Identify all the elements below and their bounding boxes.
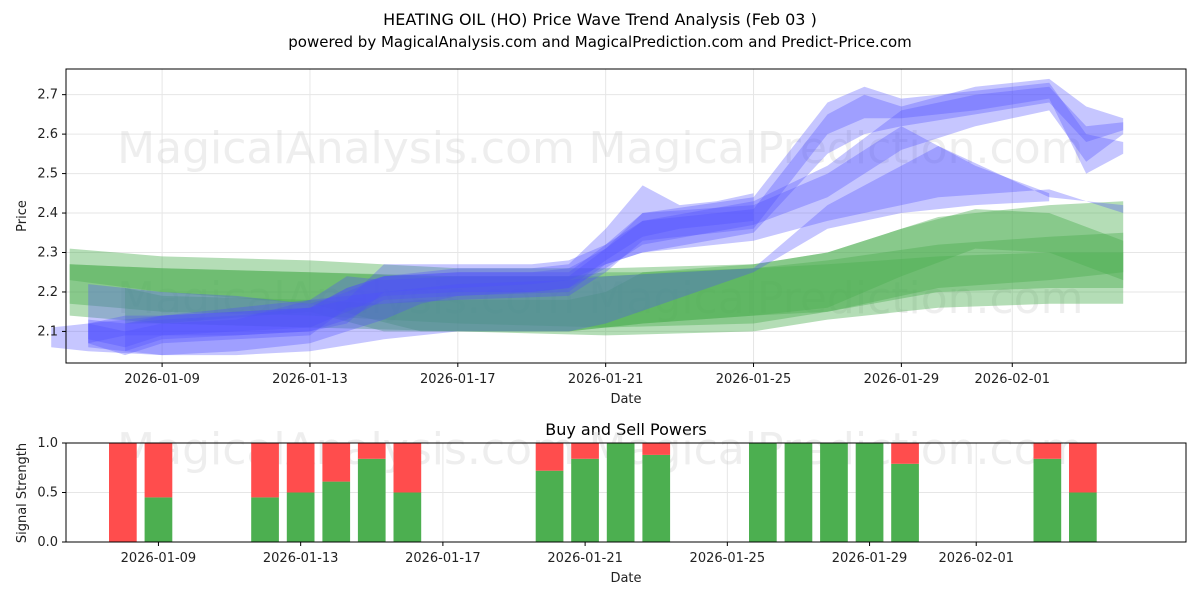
blue-band-1 [88, 78, 1124, 348]
price-x-tick-label: 2026-01-21 [568, 372, 644, 387]
price-y-tick-label: 2.6 [37, 127, 58, 142]
signal-x-label: Date [610, 571, 641, 586]
green-bands [69, 201, 1124, 336]
signal-x-tick-label: 2026-01-17 [405, 551, 481, 566]
buy-bar [322, 481, 351, 542]
blue-bands [51, 78, 1124, 356]
chart-subtitle: powered by MagicalAnalysis.com and Magic… [288, 33, 912, 51]
buy-bar [251, 497, 279, 542]
blue-band-4 [51, 146, 1050, 356]
signal-y-tick-label: 1.0 [37, 436, 58, 451]
price-y-tick-label: 2.7 [37, 88, 58, 103]
blue-band-3 [88, 185, 754, 356]
chart-title: HEATING OIL (HO) Price Wave Trend Analys… [383, 10, 817, 29]
buy-bar [784, 443, 813, 542]
buy-bar [855, 443, 884, 542]
sell-bar [571, 443, 599, 459]
blue-band-5 [125, 126, 1124, 352]
signal-x-tick-label: 2026-02-01 [938, 551, 1014, 566]
price-plot-background [66, 69, 1186, 363]
green-band-2 [69, 232, 1124, 328]
signal-x-tick-label: 2026-01-29 [832, 551, 908, 566]
buy-bar [1069, 492, 1097, 542]
signal-y-label: Signal Strength [15, 443, 30, 543]
signal-bars [109, 443, 1097, 542]
sell-bar [109, 443, 137, 542]
sell-bar [535, 443, 564, 471]
buy-bar [606, 443, 635, 542]
sell-bar [357, 443, 386, 459]
buy-bar [749, 443, 777, 542]
sell-bar [1069, 443, 1097, 493]
buy-bar [357, 458, 386, 542]
sell-bar [891, 443, 919, 464]
signal-x-tick-label: 2026-01-25 [690, 551, 766, 566]
sell-bar [251, 443, 279, 498]
price-x-tick-label: 2026-01-09 [124, 372, 200, 387]
buy-bar [571, 458, 599, 542]
price-grid [66, 69, 1186, 363]
price-x-label: Date [610, 392, 641, 407]
sell-bar [642, 443, 671, 455]
price-x-tick-label: 2026-02-01 [974, 372, 1050, 387]
price-x-tick-label: 2026-01-29 [864, 372, 940, 387]
buy-bar [1033, 458, 1062, 542]
signal-axes: 2026-01-09 2026-01-13 2026-01-17 2026-01-21… [37, 436, 1014, 566]
watermark-prediction-middle: MagicalPrediction.com [589, 273, 1084, 324]
watermark-analysis-top: MagicalAnalysis.com [117, 123, 575, 174]
price-y-tick-label: 2.5 [37, 167, 58, 182]
green-band-4 [125, 209, 1124, 332]
price-y-tick-label: 2.1 [37, 324, 58, 339]
price-y-tick-label: 2.2 [37, 285, 58, 300]
price-x-tick-label: 2026-01-17 [420, 372, 496, 387]
sell-bar [286, 443, 315, 493]
sell-bar [144, 443, 173, 498]
signal-x-tick-label: 2026-01-13 [263, 551, 339, 566]
signal-title: Buy and Sell Powers [545, 420, 707, 439]
buy-bar [535, 470, 564, 542]
price-y-tick-label: 2.3 [37, 246, 58, 261]
price-x-tick-label: 2026-01-25 [716, 372, 792, 387]
blue-band-6 [88, 86, 1124, 344]
buy-bar [820, 443, 848, 542]
signal-y-tick-label: 0.5 [37, 486, 58, 501]
buy-bar [642, 454, 671, 542]
green-band-3 [69, 252, 1124, 332]
buy-bar [286, 492, 315, 542]
signal-x-tick-label: 2026-01-09 [121, 551, 197, 566]
watermark-analysis-middle: MagicalAnalysis.com [117, 273, 575, 324]
price-y-label: Price [15, 200, 30, 232]
watermark-prediction-top: MagicalPrediction.com [589, 123, 1084, 174]
sell-bar [322, 443, 351, 482]
blue-band-2 [88, 82, 1124, 356]
sell-bar [393, 443, 422, 493]
buy-bar [393, 492, 422, 542]
signal-panel: Buy and Sell Powers MagicalAnalysis.com … [15, 420, 1187, 586]
price-panel: MagicalAnalysis.com MagicalPrediction.co… [15, 68, 1187, 407]
buy-bar [144, 497, 173, 542]
signal-x-tick-label: 2026-01-21 [547, 551, 623, 566]
price-plot-frame [65, 68, 1187, 364]
buy-bar [891, 463, 919, 542]
signal-y-tick-label: 0.0 [37, 535, 58, 550]
price-axes: 2026-01-09 2026-01-13 2026-01-17 2026-01-21… [37, 88, 1050, 387]
signal-plot-frame [65, 442, 1187, 543]
price-y-tick-label: 2.4 [37, 206, 58, 221]
price-x-tick-label: 2026-01-13 [272, 372, 348, 387]
green-band-1 [69, 201, 1124, 336]
sell-bar [1033, 443, 1062, 459]
